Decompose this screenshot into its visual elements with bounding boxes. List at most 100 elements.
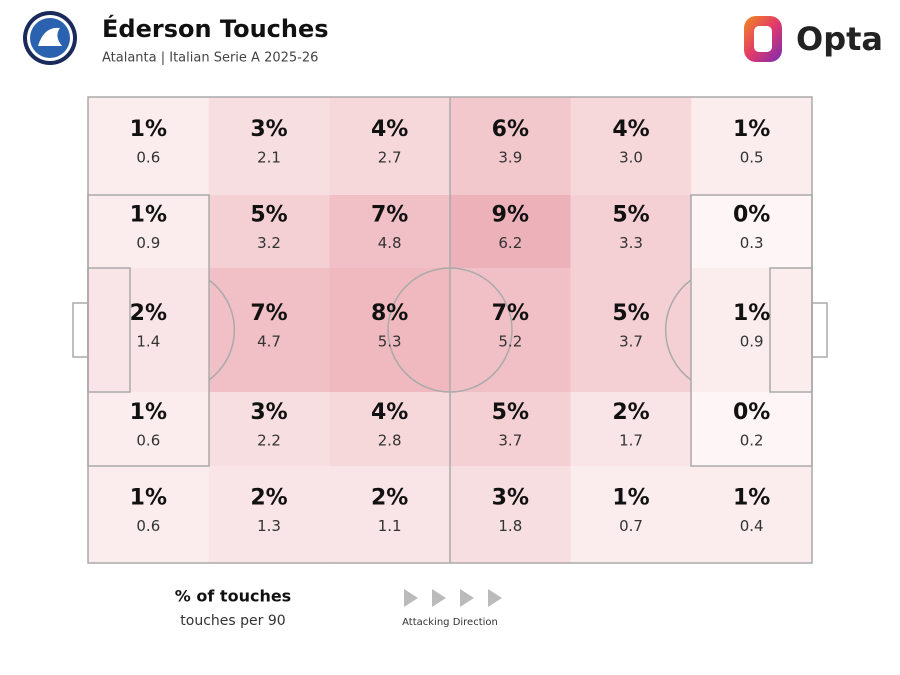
zone-percent: 1% xyxy=(612,486,649,511)
zone xyxy=(329,392,450,466)
zone-per90: 2.2 xyxy=(257,432,281,450)
zone xyxy=(88,466,209,563)
zone xyxy=(88,97,209,195)
zone-per90: 2.8 xyxy=(378,432,402,450)
legend-primary: % of touches xyxy=(175,587,291,606)
pitch-lines xyxy=(72,96,828,564)
brand-name: Opta xyxy=(796,20,883,58)
zone-per90: 3.0 xyxy=(619,149,643,167)
zone-per90: 0.5 xyxy=(740,149,764,167)
zone-per90: 3.2 xyxy=(257,234,281,252)
zone xyxy=(208,195,330,268)
zone-percent: 7% xyxy=(250,301,287,326)
zone-percent: 2% xyxy=(371,486,408,511)
zone-percent: 5% xyxy=(612,301,649,326)
zone-percent: 9% xyxy=(492,203,529,228)
zone-percent: 6% xyxy=(492,117,529,142)
zone-per90: 0.9 xyxy=(740,333,764,351)
zone-percent: 2% xyxy=(612,400,649,425)
zone xyxy=(329,97,450,195)
zone-percent: 0% xyxy=(733,400,770,425)
zone-per90: 5.3 xyxy=(378,333,402,351)
zone xyxy=(691,466,812,563)
zone-per90: 0.6 xyxy=(136,149,160,167)
zone-per90: 4.7 xyxy=(257,333,281,351)
zone-per90: 6.2 xyxy=(498,234,522,252)
zone-percent: 4% xyxy=(371,117,408,142)
subtitle: Atalanta | Italian Serie A 2025-26 xyxy=(102,51,318,66)
zone-percent: 0% xyxy=(733,203,770,228)
zone-percent: 4% xyxy=(612,117,649,142)
zone-percent: 5% xyxy=(492,400,529,425)
zone-per90: 1.7 xyxy=(619,432,643,450)
zone xyxy=(208,268,330,392)
zone xyxy=(691,268,812,392)
zone-percent: 3% xyxy=(250,400,287,425)
brand-logo: Opta xyxy=(744,16,883,62)
zone-percent: 3% xyxy=(492,486,529,511)
zone xyxy=(329,195,450,268)
zone-percent: 2% xyxy=(250,486,287,511)
zone-percent: 1% xyxy=(733,117,770,142)
zone xyxy=(450,268,571,392)
zone xyxy=(88,268,209,392)
zone xyxy=(88,392,209,466)
direction-label: Attacking Direction xyxy=(402,617,498,628)
zone-percent: 1% xyxy=(130,400,167,425)
zone-percent: 5% xyxy=(250,203,287,228)
zone-per90: 0.9 xyxy=(136,234,160,252)
zone xyxy=(88,195,209,268)
zone-percent: 2% xyxy=(130,301,167,326)
zone-per90: 1.4 xyxy=(136,333,160,351)
zone xyxy=(450,466,571,563)
zone-per90: 3.7 xyxy=(498,432,522,450)
zone xyxy=(691,195,812,268)
zone-percent: 8% xyxy=(371,301,408,326)
zone-percent: 7% xyxy=(492,301,529,326)
zone xyxy=(691,392,812,466)
zone-per90: 2.1 xyxy=(257,149,281,167)
zone-per90: 1.1 xyxy=(378,517,402,535)
zone-percent: 3% xyxy=(250,117,287,142)
zone xyxy=(329,268,450,392)
zone xyxy=(570,195,692,268)
zone xyxy=(570,466,692,563)
zone-per90: 0.2 xyxy=(740,432,764,450)
zone-per90: 5.2 xyxy=(498,333,522,351)
zone-per90: 0.6 xyxy=(136,517,160,535)
zone-per90: 3.9 xyxy=(498,149,522,167)
zone xyxy=(570,268,692,392)
zone xyxy=(570,97,692,195)
direction-arrows xyxy=(404,589,502,607)
legend-secondary: touches per 90 xyxy=(180,613,285,629)
zone-percent: 5% xyxy=(612,203,649,228)
zone-per90: 4.8 xyxy=(378,234,402,252)
zone-percent: 7% xyxy=(371,203,408,228)
zone xyxy=(208,97,330,195)
zone-percent: 1% xyxy=(130,486,167,511)
zone-per90: 0.3 xyxy=(740,234,764,252)
club-badge xyxy=(23,11,77,65)
zone-per90: 1.3 xyxy=(257,517,281,535)
zone-per90: 3.3 xyxy=(619,234,643,252)
zone-percent: 1% xyxy=(130,203,167,228)
zone-percent: 4% xyxy=(371,400,408,425)
zone-per90: 3.7 xyxy=(619,333,643,351)
zone-percent: 1% xyxy=(733,301,770,326)
zone-per90: 0.4 xyxy=(740,517,764,535)
zone-per90: 0.6 xyxy=(136,432,160,450)
zone xyxy=(450,392,571,466)
zone-percent: 1% xyxy=(130,117,167,142)
zone-per90: 2.7 xyxy=(378,149,402,167)
zone-per90: 1.8 xyxy=(498,517,522,535)
zone-percent: 1% xyxy=(733,486,770,511)
zone xyxy=(691,97,812,195)
zone-per90: 0.7 xyxy=(619,517,643,535)
zone xyxy=(450,195,571,268)
title: Éderson Touches xyxy=(102,14,329,43)
zone xyxy=(450,97,571,195)
zone xyxy=(208,392,330,466)
zone xyxy=(570,392,692,466)
zone xyxy=(208,466,330,563)
